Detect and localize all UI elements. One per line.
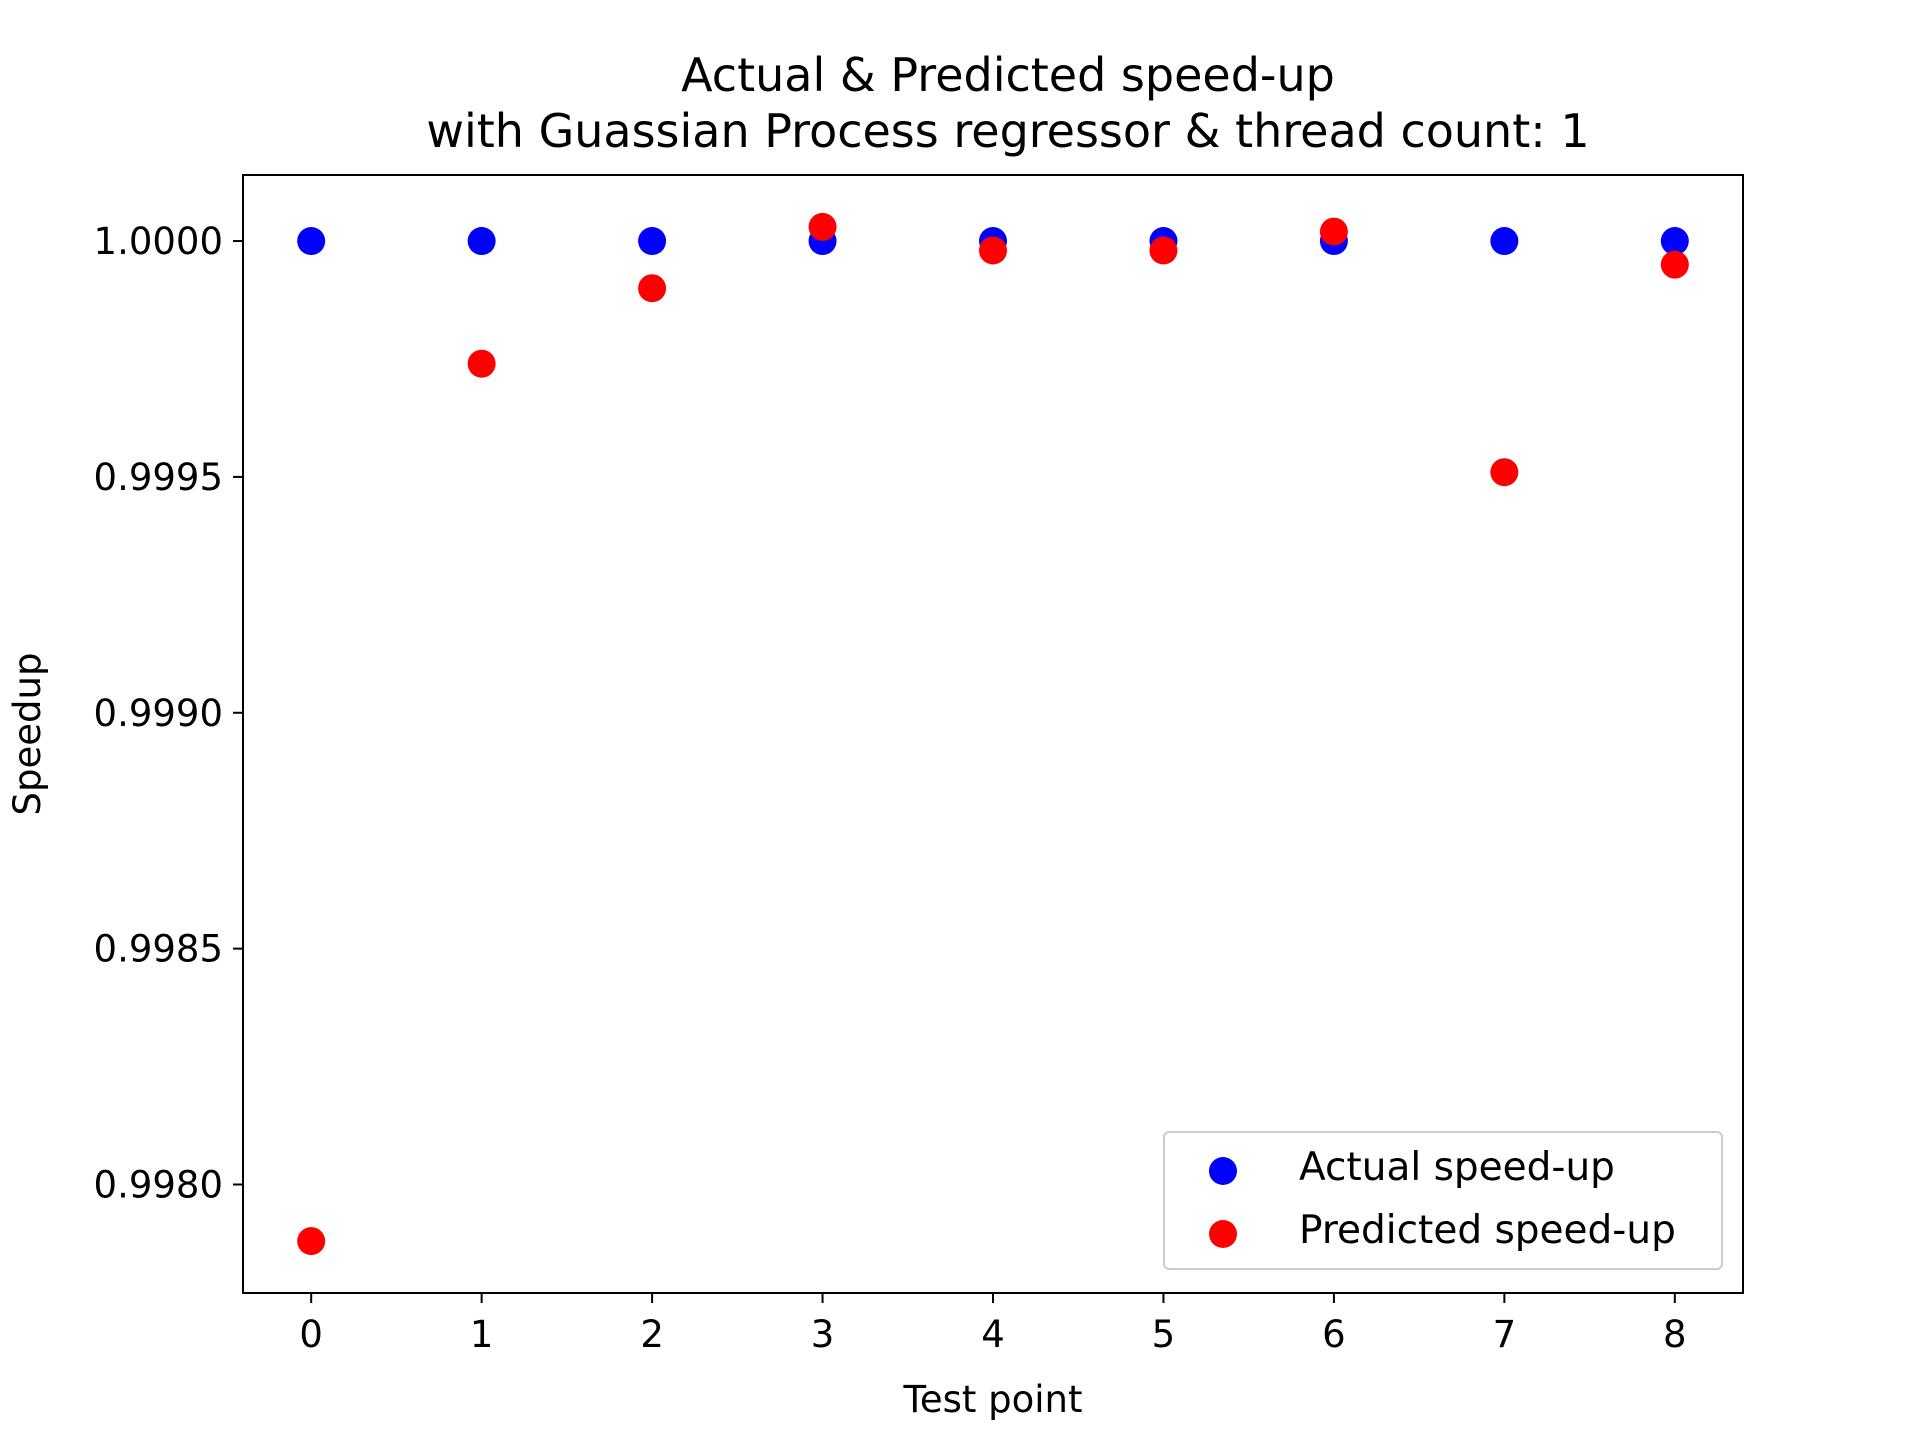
x-tick-label: 8 (1663, 1313, 1687, 1356)
predicted-point (1660, 250, 1689, 279)
actual-point (1490, 227, 1519, 256)
y-tick-label: 1.0000 (94, 220, 223, 263)
chart-title: Actual & Predicted speed-up (681, 48, 1335, 102)
x-tick-label: 0 (299, 1313, 323, 1356)
y-axis-ticks: 0.9980 0.9985 0.9990 0.9995 1.0000 (94, 220, 243, 1207)
actual-point (467, 227, 496, 256)
predicted-point (1149, 236, 1178, 265)
data-points (297, 212, 1689, 1256)
legend-label-predicted: Predicted speed-up (1299, 1208, 1676, 1253)
y-tick-label: 0.9980 (94, 1164, 223, 1207)
x-tick-label: 1 (470, 1313, 494, 1356)
legend-label-actual: Actual speed-up (1299, 1145, 1615, 1190)
y-tick-label: 0.9995 (94, 456, 223, 499)
x-tick-label: 5 (1152, 1313, 1176, 1356)
predicted-point (297, 1227, 326, 1256)
chart-subtitle: with Guassian Process regressor & thread… (426, 104, 1589, 158)
predicted-point (1319, 217, 1348, 246)
actual-point (638, 227, 667, 256)
y-axis-label: Speedup (6, 653, 49, 816)
legend-frame (1163, 1131, 1723, 1270)
x-tick-label: 2 (640, 1313, 664, 1356)
x-tick-label: 7 (1493, 1313, 1517, 1356)
legend: Actual speed-up Predicted speed-up (1163, 1131, 1723, 1270)
plot-frame (242, 174, 1744, 1294)
predicted-point (638, 274, 667, 303)
legend-marker-actual (1209, 1157, 1237, 1185)
x-tick-label: 4 (981, 1313, 1005, 1356)
x-axis-ticks: 0 1 2 3 4 5 6 7 8 (299, 1293, 1687, 1356)
predicted-point (808, 212, 837, 241)
predicted-point (1490, 458, 1519, 487)
y-tick-label: 0.9990 (94, 692, 223, 735)
legend-marker-predicted (1209, 1220, 1237, 1248)
x-tick-label: 6 (1322, 1313, 1346, 1356)
predicted-point (467, 349, 496, 378)
actual-point (1660, 227, 1689, 256)
x-tick-label: 3 (811, 1313, 835, 1356)
y-tick-label: 0.9985 (94, 928, 223, 971)
x-axis-label: Test point (903, 1378, 1083, 1421)
actual-point (297, 227, 326, 256)
predicted-point (979, 236, 1007, 265)
